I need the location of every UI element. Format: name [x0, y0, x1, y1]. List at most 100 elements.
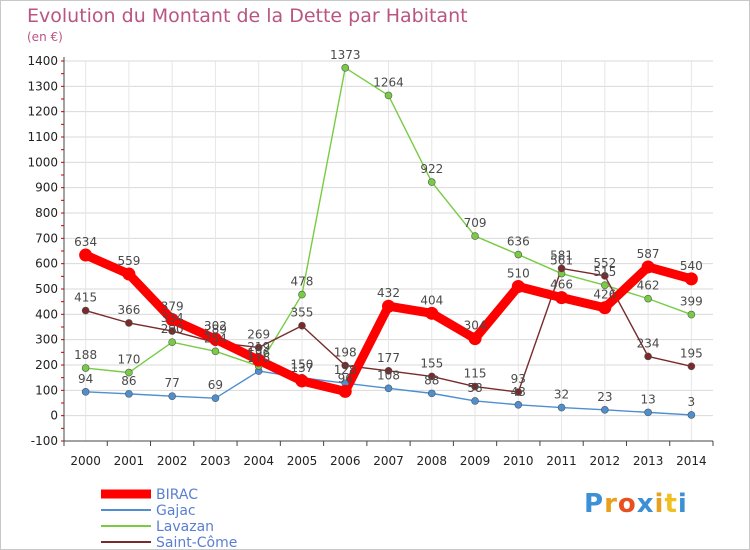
y-tick-label: 300 — [35, 333, 58, 347]
data-label: 69 — [208, 378, 223, 392]
axes — [61, 57, 714, 446]
data-point-lavazan — [427, 178, 436, 186]
data-label: 426 — [593, 288, 616, 302]
data-label: 269 — [247, 328, 270, 342]
data-point-birac — [208, 332, 222, 346]
y-tick-label: 500 — [35, 282, 58, 296]
y-tick-label: 0 — [50, 409, 58, 423]
x-tick-label: 2002 — [157, 454, 188, 468]
y-tick-label: 1300 — [27, 79, 58, 93]
data-point-lavazan — [644, 294, 652, 303]
proxiti-logo: Proxiti — [584, 489, 688, 519]
x-tick-label: 2010 — [503, 454, 534, 468]
data-point-lavazan — [471, 232, 479, 240]
y-tick-label: 900 — [35, 181, 58, 195]
y-axis-unit: (en €) — [27, 30, 63, 44]
data-point-saint-c-me — [687, 362, 696, 371]
data-label: 150 — [291, 358, 314, 372]
series-points — [79, 64, 698, 419]
data-label: 198 — [334, 346, 357, 360]
brand-letter: t — [664, 489, 678, 519]
legend-entry: Lavazan — [156, 519, 214, 535]
data-point-lavazan — [298, 290, 306, 299]
data-label: 1373 — [330, 48, 361, 62]
x-tick-labels: 2000 2001 2002 2003 2004 2005 2006 2007 2008 2009… — [70, 454, 706, 468]
data-point-saint-c-me — [557, 264, 566, 273]
legend-entry: BIRAC — [156, 487, 198, 503]
data-point-birac — [338, 384, 352, 398]
data-point-lavazan — [601, 281, 609, 290]
data-label: 334 — [161, 311, 184, 325]
data-label: 366 — [117, 303, 140, 317]
data-point-gajac — [687, 411, 696, 419]
data-point-birac — [252, 353, 266, 367]
x-tick-label: 2001 — [114, 454, 145, 468]
data-label: 77 — [165, 376, 180, 390]
data-label: 3 — [688, 395, 696, 409]
data-label: 137 — [291, 361, 314, 375]
y-tick-labels: -100 0 100 200 300 400 500 600 700 800 900 1000 1100… — [27, 54, 58, 448]
data-point-lavazan — [211, 347, 220, 356]
data-point-saint-c-me — [125, 319, 133, 327]
data-point-birac — [122, 267, 136, 281]
x-tick-label: 2000 — [70, 454, 101, 468]
data-label: 466 — [550, 278, 573, 292]
data-label: 86 — [121, 374, 136, 388]
data-label: 13 — [640, 392, 655, 406]
data-point-lavazan — [384, 91, 393, 100]
data-label: 399 — [680, 295, 703, 309]
data-point-saint-c-me — [471, 382, 479, 391]
x-tick-label: 2003 — [200, 454, 231, 468]
data-label: 1264 — [373, 75, 404, 89]
data-point-saint-c-me — [427, 372, 436, 381]
x-tick-label: 2009 — [460, 454, 491, 468]
data-label: 43 — [511, 385, 526, 399]
data-point-saint-c-me — [298, 321, 306, 330]
data-point-lavazan — [687, 310, 696, 319]
data-point-lavazan — [125, 368, 133, 377]
y-tick-label: 400 — [35, 307, 58, 321]
data-point-birac — [79, 248, 93, 262]
y-tick-label: 1000 — [27, 155, 58, 169]
data-point-birac — [684, 272, 698, 286]
data-label: 709 — [464, 216, 487, 230]
data-point-saint-c-me — [254, 343, 263, 352]
data-point-saint-c-me — [514, 388, 523, 396]
data-point-birac — [382, 299, 395, 313]
data-label: 581 — [550, 248, 573, 262]
data-label: 128 — [334, 363, 357, 377]
data-label: 432 — [377, 286, 400, 300]
y-tick-label: 1100 — [27, 130, 58, 144]
data-label: 540 — [680, 259, 703, 273]
data-point-birac — [468, 332, 482, 346]
data-point-saint-c-me — [341, 361, 350, 370]
data-label: 478 — [291, 275, 314, 289]
data-point-gajac — [427, 389, 436, 398]
y-tick-label: 100 — [35, 383, 58, 397]
data-label: 510 — [507, 266, 530, 280]
brand-letter: i — [654, 489, 665, 519]
data-label: 559 — [117, 254, 140, 268]
y-tick-label: 700 — [35, 231, 58, 245]
data-labels: 634 559 379 302 219 137 96 432 404 304 510 466 426 58… — [74, 48, 703, 409]
data-label: 379 — [161, 300, 184, 314]
data-label: 188 — [74, 348, 97, 362]
data-point-birac — [555, 291, 569, 305]
data-label: 302 — [204, 319, 227, 333]
data-label: 290 — [161, 322, 184, 336]
data-point-birac — [598, 301, 612, 315]
data-point-saint-c-me — [601, 272, 609, 280]
data-label: 23 — [597, 390, 612, 404]
data-label: 94 — [78, 372, 93, 386]
data-point-birac — [165, 313, 179, 327]
brand-letter: o — [617, 489, 637, 519]
data-point-birac — [295, 374, 309, 388]
data-point-saint-c-me — [384, 367, 393, 375]
data-label: 32 — [554, 388, 569, 402]
data-label: 515 — [593, 265, 616, 279]
data-label: 170 — [117, 353, 140, 367]
brand-letter: x — [636, 489, 655, 519]
data-point-gajac — [557, 403, 566, 412]
data-label: 93 — [511, 372, 526, 386]
